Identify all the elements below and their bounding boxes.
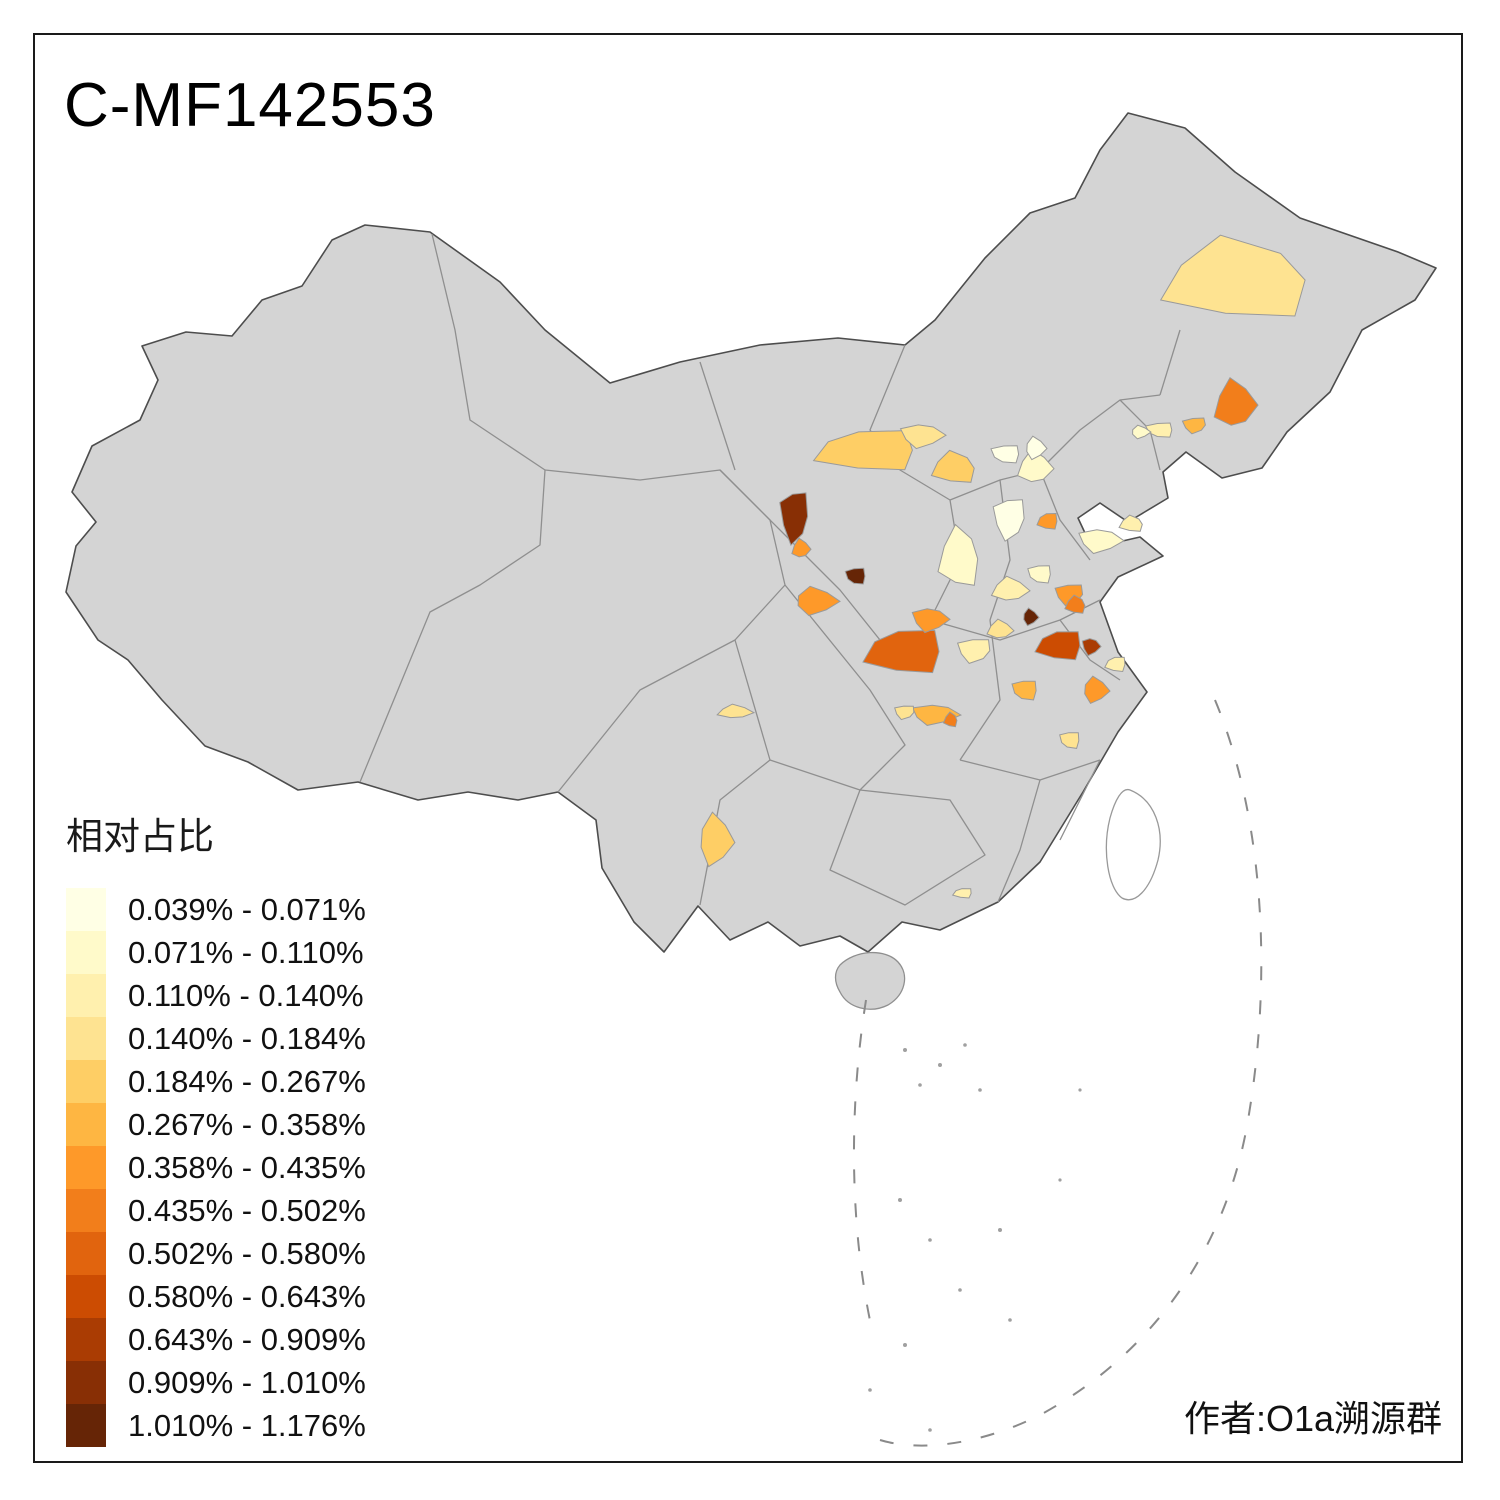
legend-swatch	[66, 1017, 106, 1060]
legend-swatch	[66, 1060, 106, 1103]
legend-label: 0.358% - 0.435%	[128, 1149, 366, 1185]
map-region	[862, 629, 940, 674]
map-region	[844, 567, 866, 585]
mainland-outline	[65, 112, 1437, 953]
map-region	[1059, 732, 1080, 749]
legend-row: 0.184% - 0.267%	[66, 1060, 366, 1103]
chart-title: C-MF142553	[64, 71, 436, 140]
legend-label: 0.184% - 0.267%	[128, 1063, 366, 1099]
map-region	[937, 523, 979, 586]
map-region	[899, 424, 947, 450]
legend-row: 0.267% - 0.358%	[66, 1103, 366, 1146]
map-region	[1159, 234, 1306, 317]
nine-dash-line	[852, 699, 1263, 1447]
map-region	[1118, 514, 1143, 532]
map-region	[1034, 631, 1081, 661]
legend-swatch	[66, 1189, 106, 1232]
map-region	[1026, 435, 1048, 461]
legend-row: 0.580% - 0.643%	[66, 1275, 366, 1318]
legend-row: 0.909% - 1.010%	[66, 1361, 366, 1404]
map-region	[1023, 607, 1040, 627]
map-region	[986, 618, 1015, 639]
map-region	[956, 639, 991, 664]
legend-row: 0.140% - 0.184%	[66, 1017, 366, 1060]
legend-row: 0.643% - 0.909%	[66, 1318, 366, 1361]
legend-row: 0.358% - 0.435%	[66, 1146, 366, 1189]
map-region	[951, 888, 972, 899]
map-region	[911, 608, 951, 634]
legend-label: 0.039% - 0.071%	[128, 891, 366, 927]
map-region	[1144, 422, 1173, 438]
map-region	[990, 575, 1031, 601]
map-region	[990, 445, 1020, 464]
legend-swatch	[66, 1146, 106, 1189]
sea-islands	[868, 1043, 1082, 1432]
legend-row: 0.435% - 0.502%	[66, 1189, 366, 1232]
map-region	[1027, 565, 1051, 584]
map-region	[911, 704, 963, 726]
legend: 相对占比 0.039% - 0.071% 0.071% - 0.110% 0.110…	[66, 806, 366, 1447]
legend-swatch	[66, 1404, 106, 1447]
map-region	[716, 703, 756, 719]
legend-swatch	[66, 931, 106, 974]
legend-label: 0.140% - 0.184%	[128, 1020, 366, 1056]
legend-label: 1.010% - 1.176%	[128, 1407, 366, 1443]
map-region	[992, 499, 1025, 542]
legend-swatch	[66, 1318, 106, 1361]
map-region	[942, 711, 958, 728]
map-region	[1213, 376, 1259, 426]
map-region	[894, 705, 915, 721]
legend-label: 0.643% - 0.909%	[128, 1321, 366, 1357]
legend-row: 1.010% - 1.176%	[66, 1404, 366, 1447]
map-region	[791, 537, 812, 558]
map-region	[1181, 417, 1206, 435]
legend-row: 0.039% - 0.071%	[66, 888, 366, 931]
legend-label: 0.435% - 0.502%	[128, 1192, 366, 1228]
map-region	[1084, 675, 1111, 705]
map-region	[1078, 529, 1125, 555]
legend-label: 0.502% - 0.580%	[128, 1235, 366, 1271]
map-region	[797, 585, 841, 617]
attribution-text: 作者:O1a溯源群	[1183, 1398, 1442, 1439]
map-region	[1081, 638, 1102, 657]
choropleth-regions	[700, 234, 1306, 899]
legend-swatch	[66, 888, 106, 931]
legend-swatch	[66, 974, 106, 1017]
legend-label: 0.909% - 1.010%	[128, 1364, 366, 1400]
map-region	[1011, 680, 1037, 701]
legend-label: 0.110% - 0.140%	[128, 977, 364, 1013]
legend-swatch	[66, 1103, 106, 1146]
legend-label: 0.071% - 0.110%	[128, 934, 364, 970]
map-region	[1036, 512, 1058, 530]
legend-label: 0.580% - 0.643%	[128, 1278, 366, 1314]
legend-row: 0.502% - 0.580%	[66, 1232, 366, 1275]
map-region	[1064, 594, 1086, 614]
legend-swatch	[66, 1275, 106, 1318]
hainan-island	[834, 951, 906, 1010]
map-region	[930, 449, 975, 483]
legend-title: 相对占比	[66, 816, 214, 857]
legend-label: 0.267% - 0.358%	[128, 1106, 366, 1142]
legend-swatch	[66, 1232, 106, 1275]
map-region	[700, 811, 736, 868]
taiwan-island	[1105, 788, 1161, 901]
legend-rows: 0.039% - 0.071% 0.071% - 0.110% 0.110% - 0…	[66, 888, 366, 1447]
legend-swatch	[66, 1361, 106, 1404]
map-region	[1104, 656, 1126, 673]
map-region	[1132, 424, 1152, 440]
legend-row: 0.071% - 0.110%	[66, 931, 366, 974]
legend-row: 0.110% - 0.140%	[66, 974, 366, 1017]
map-region	[779, 492, 809, 546]
